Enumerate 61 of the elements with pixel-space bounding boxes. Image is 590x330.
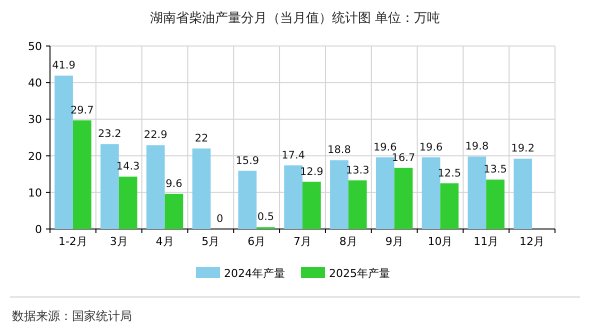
x-tick-label: 11月 xyxy=(474,235,499,248)
chart-title: 湖南省柴油产量分月（当月值）统计图 单位：万吨 xyxy=(150,11,440,26)
legend-label: 2024年产量 xyxy=(224,267,285,280)
bar xyxy=(164,194,184,229)
legend-label: 2025年产量 xyxy=(329,267,390,280)
x-tick-label: 9月 xyxy=(385,235,404,248)
data-label: 13.3 xyxy=(346,164,370,176)
bar xyxy=(302,182,321,229)
x-tick-label: 3月 xyxy=(110,235,128,248)
bar xyxy=(486,180,504,229)
bar xyxy=(238,170,257,229)
data-label: 12.5 xyxy=(438,167,462,180)
bar xyxy=(330,160,348,229)
source-note: 数据来源：国家统计局 xyxy=(12,309,132,323)
data-label: 16.7 xyxy=(392,152,416,164)
data-label: 41.9 xyxy=(52,60,76,72)
x-tick-label: 8月 xyxy=(339,235,358,248)
y-tick-label: 30 xyxy=(28,113,42,126)
x-tick-label: 5月 xyxy=(202,235,220,248)
data-label: 12.9 xyxy=(300,166,324,178)
bar xyxy=(100,144,119,229)
data-label: 22 xyxy=(194,132,208,144)
bar xyxy=(422,157,440,229)
bar xyxy=(348,180,367,229)
data-label: 14.3 xyxy=(116,160,140,173)
data-label: 0 xyxy=(216,213,224,225)
bar xyxy=(72,120,92,229)
bar xyxy=(394,168,413,229)
y-tick-label: 20 xyxy=(28,150,42,163)
bar xyxy=(146,145,165,229)
x-tick-label: 10月 xyxy=(428,235,453,248)
data-label: 13.5 xyxy=(484,164,508,176)
data-label: 23.2 xyxy=(98,128,122,140)
data-label: 17.4 xyxy=(282,149,306,162)
bar xyxy=(192,148,211,229)
y-tick-label: 0 xyxy=(35,223,42,236)
data-label: 15.9 xyxy=(236,154,260,167)
data-label: 18.8 xyxy=(328,144,351,156)
bar xyxy=(514,158,532,229)
data-label: 19.6 xyxy=(373,141,398,154)
bar xyxy=(118,176,138,229)
x-tick-label: 7月 xyxy=(294,235,312,248)
bar xyxy=(468,156,486,229)
data-label: 9.6 xyxy=(166,178,183,190)
data-label: 0.5 xyxy=(257,211,274,224)
bar xyxy=(54,76,73,229)
data-label: 19.6 xyxy=(419,141,444,154)
data-label: 29.7 xyxy=(70,104,94,116)
y-tick-label: 50 xyxy=(28,40,42,53)
data-label: 19.8 xyxy=(465,140,489,153)
y-tick-label: 10 xyxy=(28,186,42,200)
x-tick-label: 12月 xyxy=(520,235,545,248)
bar xyxy=(284,165,302,229)
data-label: 19.2 xyxy=(511,142,535,155)
x-tick-label: 4月 xyxy=(156,235,174,248)
bar xyxy=(440,183,459,229)
x-tick-label: 6月 xyxy=(248,235,266,248)
x-tick-label: 1-2月 xyxy=(58,235,88,248)
bar xyxy=(376,157,394,229)
y-tick-label: 40 xyxy=(28,76,42,90)
data-label: 22.9 xyxy=(144,129,168,142)
